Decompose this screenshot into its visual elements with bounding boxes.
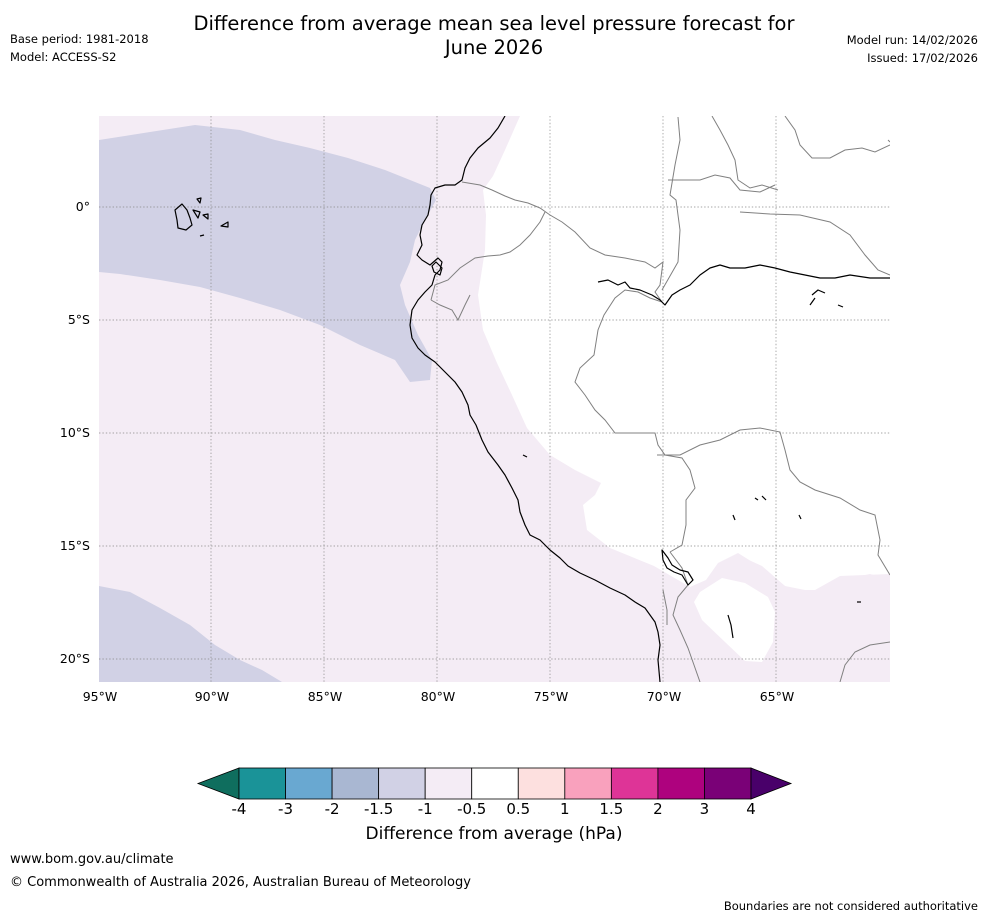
lon-label: 65°W bbox=[760, 689, 795, 704]
colorbar-swatch bbox=[657, 767, 705, 800]
colorbar-swatch bbox=[564, 767, 612, 800]
lat-label: 5°S bbox=[68, 312, 90, 327]
lon-label: 75°W bbox=[534, 689, 569, 704]
colorbar bbox=[196, 767, 793, 800]
colorbar-tick-label: 0.5 bbox=[506, 800, 531, 818]
lat-label: 10°S bbox=[60, 425, 90, 440]
meta-left: Base period: 1981-2018 Model: ACCESS-S2 bbox=[10, 30, 149, 66]
colorbar-tick-label: 2 bbox=[653, 800, 663, 818]
colorbar-title: Difference from average (hPa) bbox=[365, 824, 623, 844]
colorbar-tick-label: -3 bbox=[278, 800, 294, 818]
lat-label: 15°S bbox=[60, 538, 90, 553]
model-name: Model: ACCESS-S2 bbox=[10, 50, 117, 64]
colorbar-swatch bbox=[285, 767, 333, 800]
lon-label: 85°W bbox=[308, 689, 343, 704]
colorbar-tick-label: -0.5 bbox=[457, 800, 487, 818]
issued-date: Issued: 17/02/2026 bbox=[867, 51, 978, 65]
colorbar-extend-min bbox=[196, 767, 240, 800]
model-run: Model run: 14/02/2026 bbox=[846, 33, 978, 47]
colorbar-tick-label: 1 bbox=[560, 800, 570, 818]
colorbar-tick-label: -4 bbox=[231, 800, 247, 818]
lon-label: 90°W bbox=[195, 689, 230, 704]
lon-axis: 95°W 90°W 85°W 80°W 75°W 70°W 65°W bbox=[83, 689, 795, 704]
lon-label: 80°W bbox=[421, 689, 456, 704]
colorbar-swatch bbox=[471, 767, 519, 800]
footer-url: www.bom.gov.au/climate bbox=[10, 852, 174, 867]
footer-copyright: © Commonwealth of Australia 2026, Austra… bbox=[10, 875, 471, 890]
colorbar-swatch bbox=[424, 767, 473, 800]
chart-title-line1: Difference from average mean sea level p… bbox=[193, 12, 795, 35]
colorbar-tick-label: 4 bbox=[746, 800, 756, 818]
country-borders bbox=[430, 116, 890, 682]
anomaly-region-medium-south bbox=[99, 586, 282, 682]
colorbar-swatch bbox=[704, 767, 752, 800]
base-period: Base period: 1981-2018 bbox=[10, 32, 149, 46]
colorbar-tick-label: -2 bbox=[324, 800, 340, 818]
lon-label: 70°W bbox=[647, 689, 682, 704]
neutral-pocket bbox=[694, 578, 775, 662]
lat-axis: 0° 5°S 10°S 15°S 20°S bbox=[60, 199, 90, 666]
colorbar-swatch bbox=[517, 767, 566, 800]
anomaly-region-medium-north bbox=[99, 125, 436, 382]
colorbar-extend-max bbox=[750, 767, 793, 800]
map-area bbox=[99, 116, 890, 682]
colorbar-swatch bbox=[378, 767, 426, 800]
chart-title-line2: June 2026 bbox=[444, 36, 544, 59]
colorbar-swatch bbox=[238, 767, 286, 800]
chart-title: Difference from average mean sea level p… bbox=[0, 12, 988, 60]
footer-disclaimer: Boundaries are not considered authoritat… bbox=[723, 899, 978, 913]
lat-label: 20°S bbox=[60, 651, 90, 666]
meta-right: Model run: 14/02/2026 Issued: 17/02/2026 bbox=[847, 31, 978, 67]
lon-label: 95°W bbox=[83, 689, 118, 704]
colorbar-tick-label: -1.5 bbox=[363, 800, 394, 818]
colorbar-tick-label: 1.5 bbox=[599, 800, 624, 818]
colorbar-swatch bbox=[610, 767, 659, 800]
lat-label: 0° bbox=[76, 199, 90, 214]
colorbar-swatch bbox=[331, 767, 380, 800]
anomaly-region-neutral bbox=[478, 116, 890, 590]
gridlines bbox=[99, 116, 890, 682]
colorbar-tick-label: 3 bbox=[699, 800, 710, 818]
coastlines bbox=[174, 116, 890, 682]
colorbar-tick-label: -1 bbox=[417, 800, 433, 818]
